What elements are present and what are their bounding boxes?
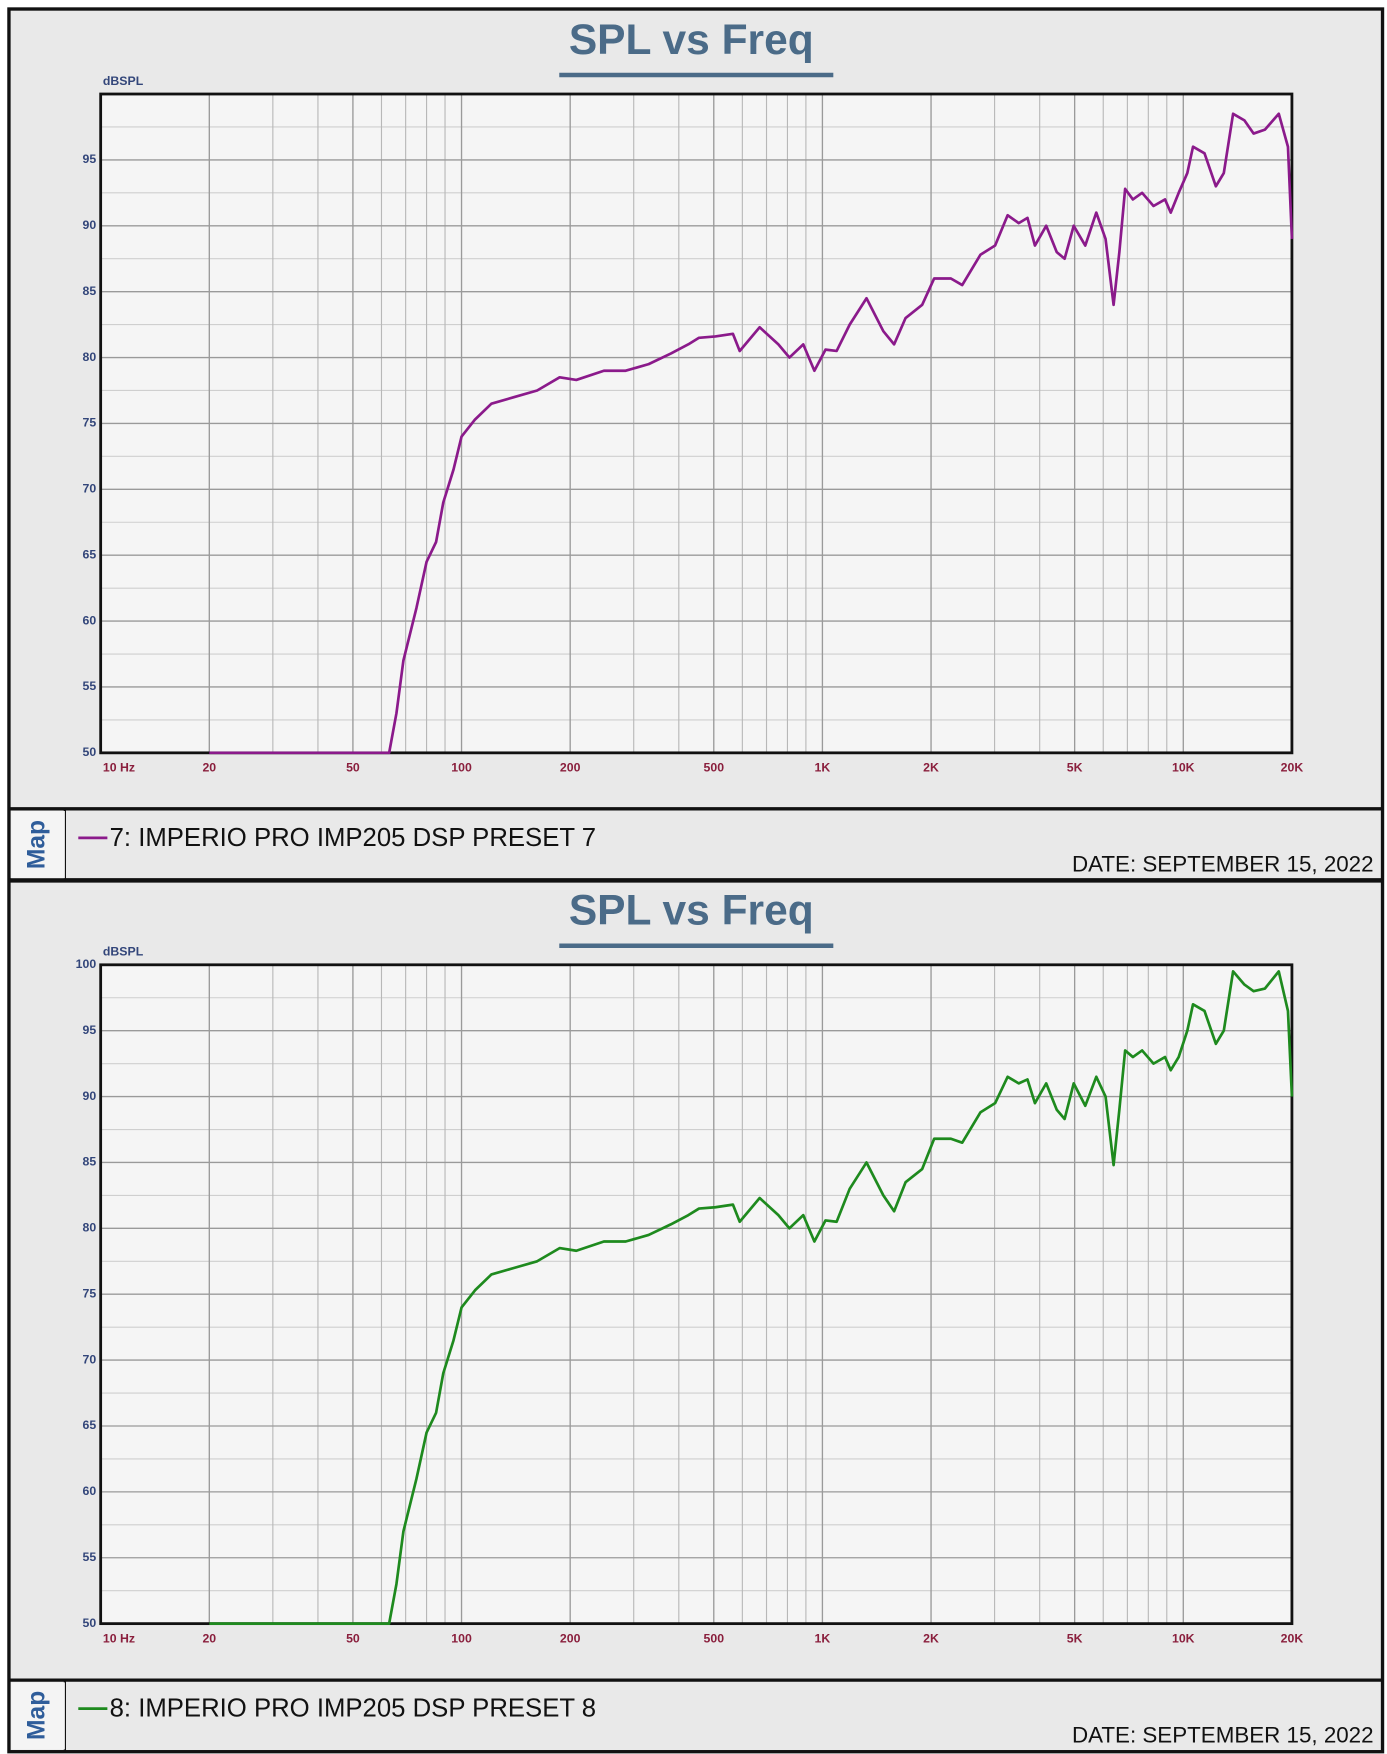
plot-border [99,92,1294,755]
chart-title: SPL vs Freq [569,17,814,64]
y-axis-label: dBSPL [103,74,144,88]
y-tick-label: 80 [83,1221,97,1235]
legend-label: 7: IMPERIO PRO IMP205 DSP PRESET 7 [110,824,596,852]
y-tick-label: 85 [83,1155,97,1169]
chart-title: SPL vs Freq [569,888,814,935]
tab-bg [11,1682,65,1750]
y-tick-label: 55 [83,679,97,693]
y-tick-label: 95 [83,1023,97,1037]
y-tick-label: 85 [83,284,97,298]
y-tick-label: 90 [83,1089,97,1103]
legend-label: 8: IMPERIO PRO IMP205 DSP PRESET 8 [110,1695,596,1723]
x-tick-label: 20 [202,1632,216,1646]
y-tick-label: 90 [83,218,97,232]
x-tick-label: 100 [451,761,472,775]
x-tick-label: 5K [1067,761,1083,775]
x-tick-label: 10 Hz [103,761,135,775]
x-tick-label: 2K [923,761,939,775]
x-tick-label: 10 Hz [103,1632,135,1646]
x-tick-label: 5K [1067,1632,1083,1646]
x-tick-label: 10K [1172,1632,1195,1646]
y-tick-label: 55 [83,1550,97,1564]
y-tick-label: 75 [83,416,97,430]
y-tick-label: 95 [83,152,97,166]
tab-bg [11,811,65,879]
y-tick-label: 80 [83,350,97,364]
x-tick-label: 20K [1281,761,1304,775]
y-tick-label: 50 [83,1616,97,1630]
y-tick-label: 60 [83,613,97,627]
x-tick-label: 50 [346,761,360,775]
tab-label: Map [24,1691,51,1740]
y-tick-label: 65 [83,547,97,561]
x-tick-label: 2K [923,1632,939,1646]
y-axis-label: dBSPL [103,945,144,959]
y-tick-label: 70 [83,1352,97,1366]
x-tick-label: 500 [704,1632,725,1646]
x-tick-label: 500 [704,761,725,775]
y-tick-label: 100 [76,957,97,971]
x-tick-label: 20K [1281,1632,1304,1646]
y-tick-label: 65 [83,1418,97,1432]
x-tick-label: 50 [346,1632,360,1646]
date: DATE: SEPTEMBER 15, 2022 [1072,1723,1374,1748]
x-tick-label: 20 [202,761,216,775]
y-tick-label: 50 [83,745,97,759]
x-tick-label: 1K [815,1632,831,1646]
x-tick-label: 200 [560,1632,581,1646]
y-tick-label: 70 [83,482,97,496]
x-tick-label: 1K [815,761,831,775]
tab-label: Map [24,820,51,869]
y-tick-label: 60 [83,1484,97,1498]
plot-border [99,963,1294,1626]
date: DATE: SEPTEMBER 15, 2022 [1072,852,1374,877]
series-line [209,112,1294,755]
series-line [209,970,1294,1625]
x-tick-label: 200 [560,761,581,775]
x-tick-label: 10K [1172,761,1195,775]
y-tick-label: 75 [83,1286,97,1300]
x-tick-label: 100 [451,1632,472,1646]
